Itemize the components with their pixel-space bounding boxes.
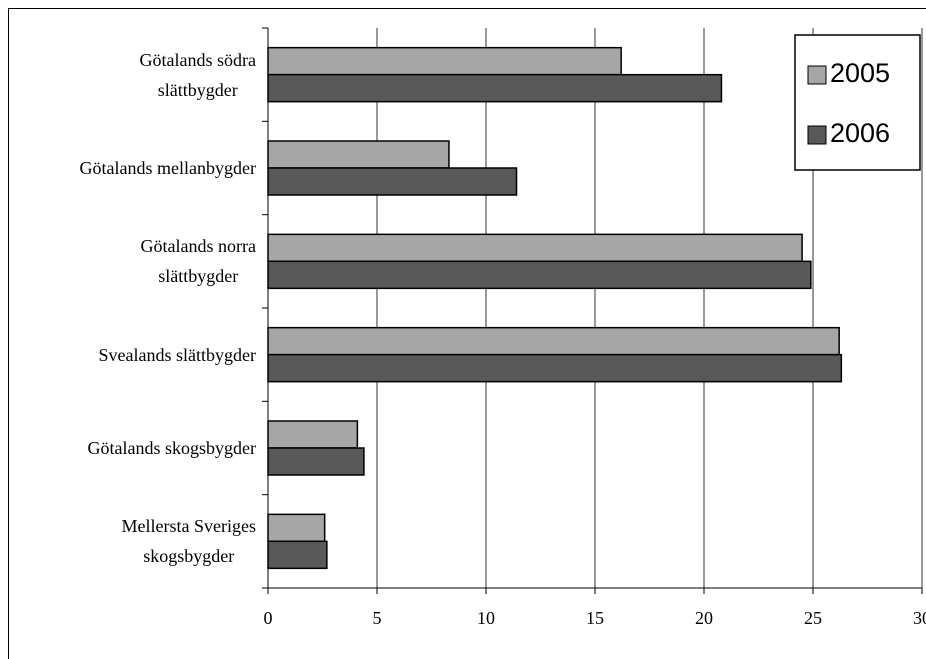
- legend-label: 2005: [830, 58, 890, 88]
- legend-swatch: [807, 65, 827, 85]
- y-tick-label: Svealands slättbygder: [98, 344, 256, 365]
- bar: [267, 513, 326, 543]
- bar: [267, 540, 328, 570]
- x-tick-label: 10: [477, 608, 495, 628]
- bar: [267, 46, 622, 76]
- bar: [267, 73, 723, 103]
- chart-frame: [8, 8, 926, 659]
- legend-swatch: [807, 125, 827, 145]
- x-tick-label: 25: [804, 608, 822, 628]
- y-tick-label: Götalands södra slättbygder: [139, 49, 256, 100]
- bar: [267, 167, 518, 196]
- x-tick-label: 0: [264, 608, 273, 628]
- bar: [267, 420, 359, 449]
- bar: [267, 140, 450, 169]
- bar: [267, 260, 812, 290]
- bar: [267, 447, 365, 476]
- y-tick-label: Götalands mellanbygder: [79, 158, 256, 178]
- y-tick-label: Mellersta Sveriges skogsbygder: [121, 516, 256, 567]
- bar: [267, 353, 843, 383]
- x-tick-label: 30: [913, 608, 926, 628]
- x-tick-label: 15: [586, 608, 604, 628]
- bar: [267, 326, 840, 356]
- y-tick-label: Götalands norra slättbygder: [140, 236, 256, 287]
- x-tick-label: 5: [373, 608, 382, 628]
- bar: [267, 233, 803, 263]
- legend-box: [794, 34, 921, 171]
- legend-label: 2006: [830, 118, 890, 148]
- x-tick-label: 20: [695, 608, 713, 628]
- y-tick-label: Götalands skogsbygder: [87, 438, 256, 458]
